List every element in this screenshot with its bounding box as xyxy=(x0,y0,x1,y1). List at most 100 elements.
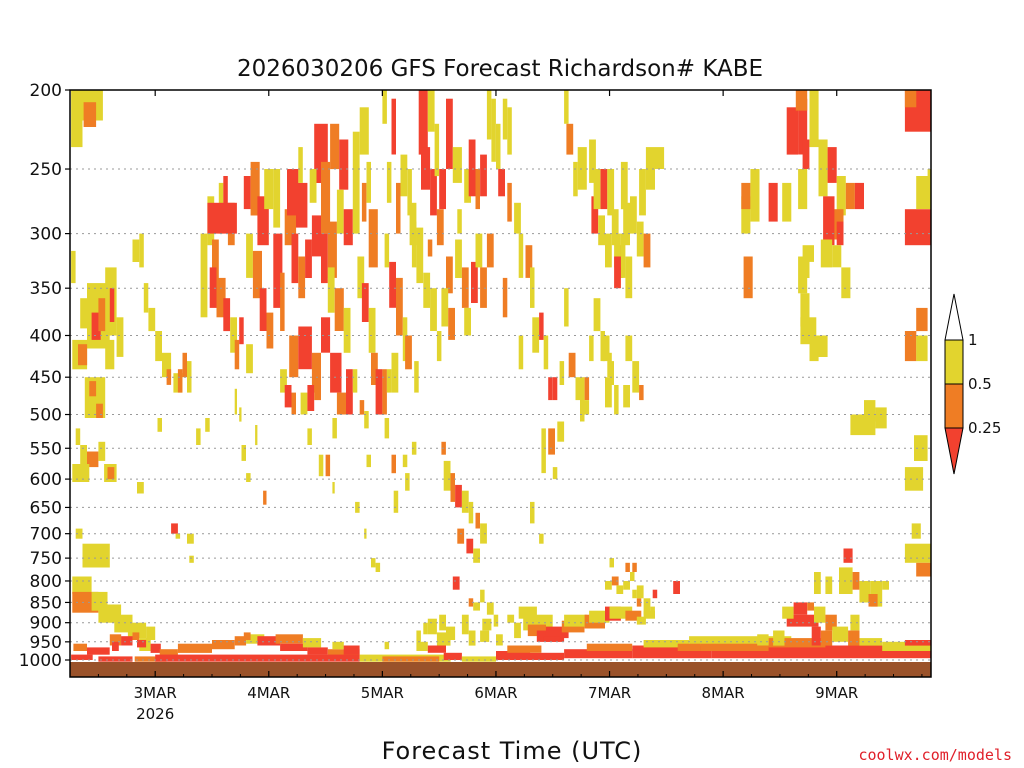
heatmap-cell xyxy=(357,256,365,299)
heatmap-cell xyxy=(461,490,469,513)
heatmap-cell xyxy=(246,233,253,278)
heatmap-cell xyxy=(539,533,544,544)
heatmap-cell xyxy=(98,656,133,662)
heatmap-cell xyxy=(636,221,644,257)
heatmap-cell xyxy=(257,636,281,646)
heatmap-cell xyxy=(480,154,487,197)
heatmap-cell xyxy=(314,377,321,401)
heatmap-cell xyxy=(446,626,456,640)
heatmap-cell xyxy=(468,630,476,646)
heatmap-cell xyxy=(189,555,194,563)
heatmap-cell xyxy=(216,277,226,318)
heatmap-cell xyxy=(327,221,337,278)
heatmap-cell xyxy=(636,616,646,625)
heatmap-cell xyxy=(782,606,794,619)
heatmap-cell xyxy=(530,501,535,524)
heatmap-cell xyxy=(455,239,462,278)
heatmap-cell xyxy=(368,307,376,353)
heatmap-cell xyxy=(205,418,210,432)
heatmap-cell xyxy=(171,523,178,534)
heatmap-cell xyxy=(162,352,172,378)
heatmap-cell xyxy=(904,543,931,563)
heatmap-cell xyxy=(843,548,853,563)
heatmap-cell xyxy=(600,169,608,210)
heatmap-cell xyxy=(75,428,81,445)
heatmap-cell xyxy=(300,392,308,415)
heatmap-cell xyxy=(811,626,821,646)
heatmap-cell xyxy=(564,288,569,327)
heatmap-cell xyxy=(421,147,431,190)
heatmap-cell xyxy=(602,335,610,362)
heatmap-cell xyxy=(552,467,558,480)
heatmap-cell xyxy=(280,643,308,651)
heatmap-cell xyxy=(427,645,446,653)
heatmap-cell xyxy=(609,558,614,568)
heatmap-cell xyxy=(384,233,390,268)
heatmap-cell xyxy=(361,283,369,322)
heatmap-cell xyxy=(325,454,331,477)
heatmap-cell xyxy=(493,614,499,627)
heatmap-cell xyxy=(132,632,140,640)
heatmap-cell xyxy=(904,331,917,362)
heatmap-cell xyxy=(584,377,590,401)
x-tick-label: 8MAR xyxy=(702,684,745,702)
heatmap-cell xyxy=(552,377,558,401)
heatmap-cells xyxy=(71,90,931,662)
heatmap-cell xyxy=(564,90,569,124)
heatmap-cell xyxy=(159,649,178,657)
heatmap-cell xyxy=(573,161,578,197)
heatmap-cell xyxy=(366,454,371,468)
heatmap-cell xyxy=(480,589,485,603)
heatmap-cell xyxy=(464,307,471,336)
heatmap-cell xyxy=(109,634,122,646)
heatmap-cell xyxy=(854,182,864,210)
credit-text: coolwx.com/models xyxy=(858,746,1012,764)
heatmap-cell xyxy=(916,335,928,362)
heatmap-cell xyxy=(332,482,335,494)
heatmap-cell xyxy=(623,385,630,408)
heatmap-cell xyxy=(402,317,408,362)
heatmap-cell xyxy=(98,298,108,332)
heatmap-cell xyxy=(83,102,97,127)
heatmap-cell xyxy=(532,317,540,353)
heatmap-cell xyxy=(875,407,887,429)
heatmap-cell xyxy=(586,643,633,651)
heatmap-cell xyxy=(321,161,331,234)
legend-label: 0.5 xyxy=(968,375,992,393)
heatmap-cell xyxy=(134,656,167,662)
heatmap-cell xyxy=(486,233,494,268)
ground-band xyxy=(70,662,931,677)
heatmap-cell xyxy=(382,90,387,124)
heatmap-cell xyxy=(287,169,299,216)
heatmap-cell xyxy=(882,641,931,651)
heatmap-cell xyxy=(539,312,544,340)
heatmap-cell xyxy=(414,361,419,393)
heatmap-cell xyxy=(430,288,437,331)
heatmap-cell xyxy=(209,267,217,308)
heatmap-cell xyxy=(87,451,99,468)
y-tick-label: 700 xyxy=(30,525,62,545)
heatmap-cell xyxy=(911,523,921,539)
heatmap-cell xyxy=(264,169,274,210)
x-tick-label: 4MAR xyxy=(247,684,290,702)
heatmap-cell xyxy=(334,288,344,331)
heatmap-cell xyxy=(904,209,931,246)
heatmap-cell xyxy=(137,482,144,494)
heatmap-cell xyxy=(182,352,187,378)
heatmap-cell xyxy=(307,385,315,411)
heatmap-cell xyxy=(427,618,437,635)
y-axis: 200 250 300 350 400 450 500 550 600 650 700 750 8008… xyxy=(19,81,70,671)
heatmap-cell xyxy=(352,369,358,393)
heatmap-cell xyxy=(580,377,585,408)
heatmap-cell xyxy=(355,501,360,513)
heatmap-cell xyxy=(121,636,133,646)
heatmap-cell xyxy=(309,169,317,203)
y-tick-label: 400 xyxy=(30,326,62,346)
heatmap-cell xyxy=(625,610,642,621)
heatmap-cell xyxy=(75,528,83,539)
heatmap-cell xyxy=(105,339,115,370)
heatmap-cell xyxy=(246,473,251,482)
heatmap-cell xyxy=(486,602,494,615)
heatmap-cell xyxy=(455,484,462,508)
heatmap-cell xyxy=(782,182,792,222)
